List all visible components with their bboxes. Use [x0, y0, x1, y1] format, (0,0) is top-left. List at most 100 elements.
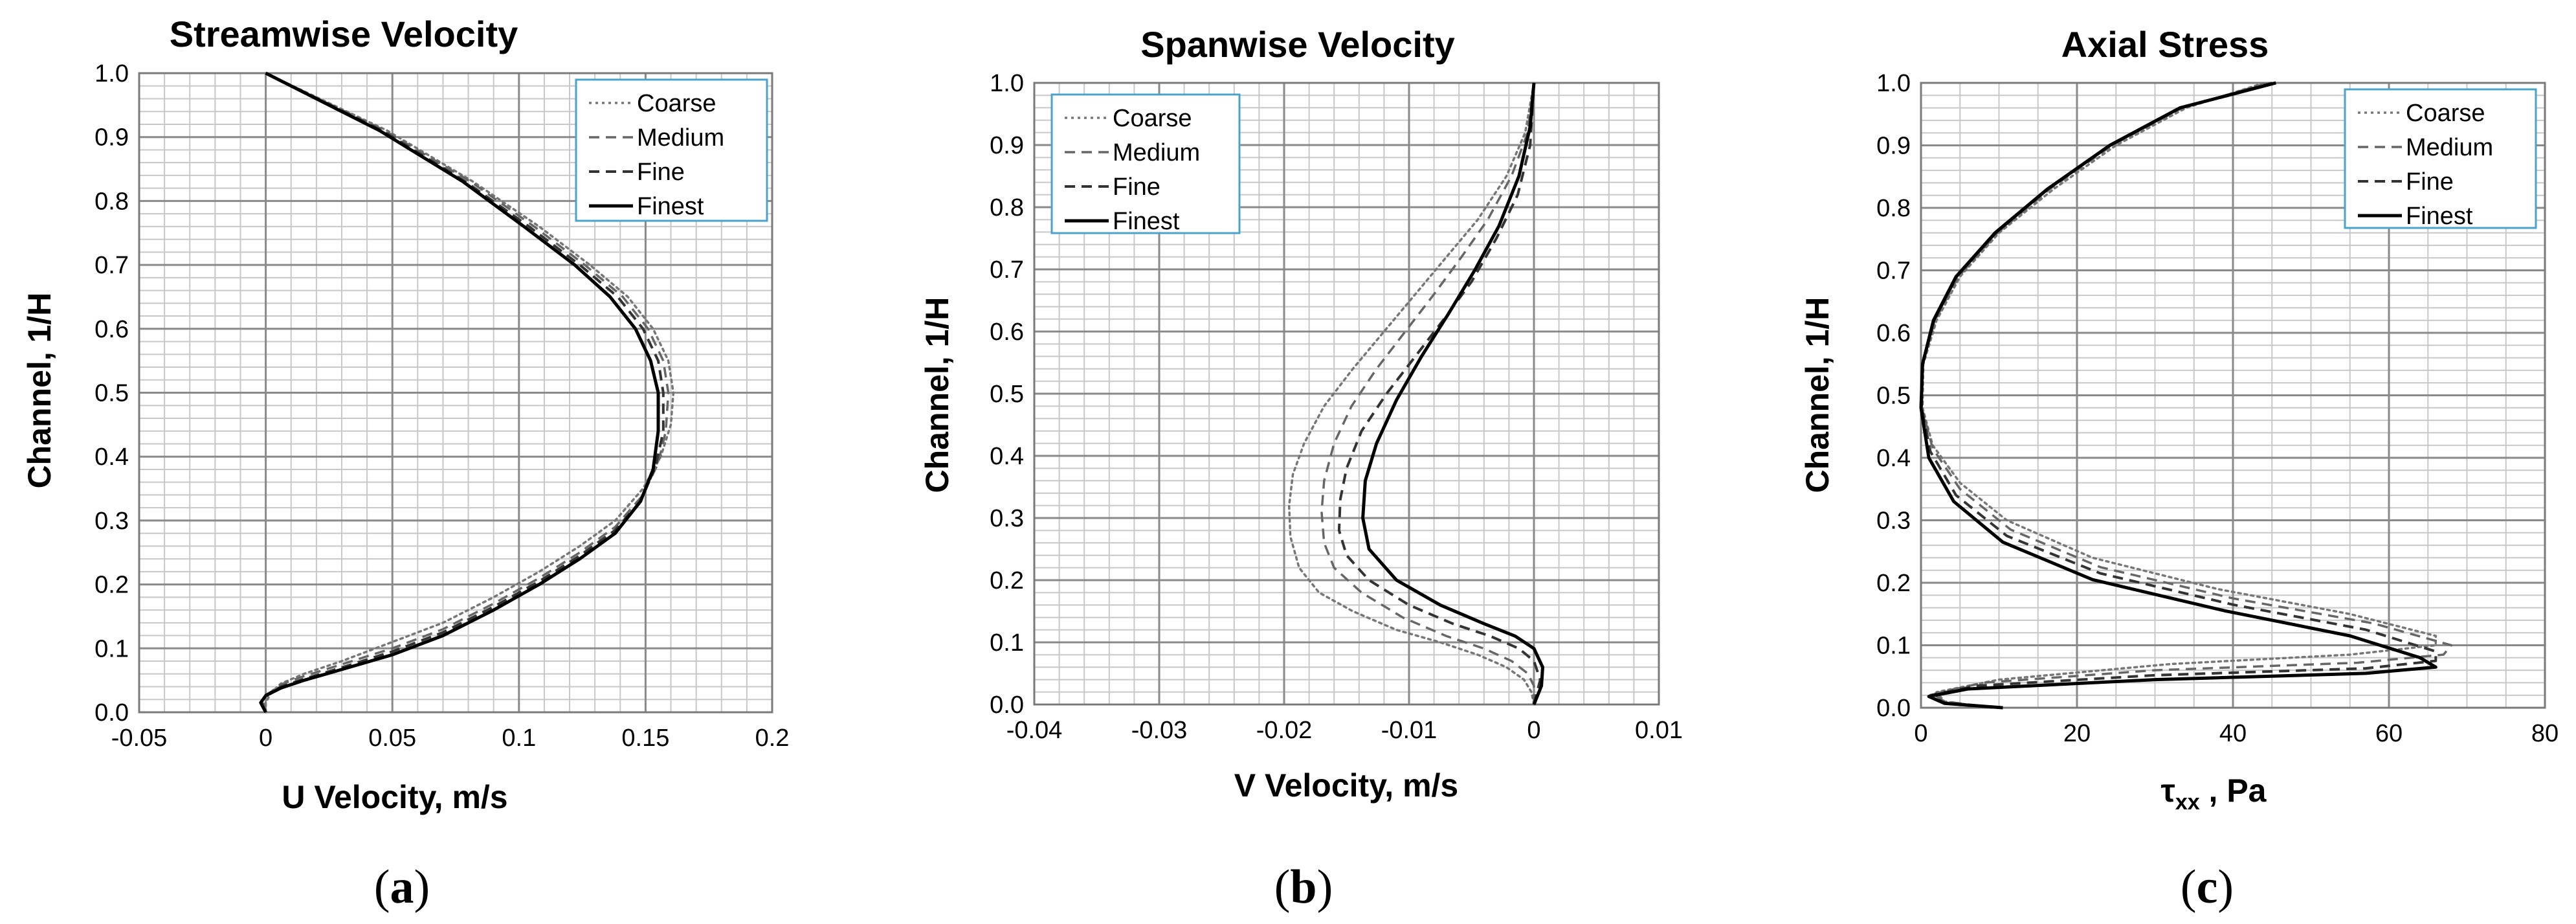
x-tick-label: 0 [1914, 720, 1927, 747]
series-line-finest [1919, 81, 2437, 710]
plot-frame [1033, 82, 1660, 706]
series-line-medium [1320, 82, 1535, 704]
y-tick-label: 0.4 [990, 443, 1024, 470]
x-axis-label-unit: , Pa [2200, 772, 2267, 809]
legend-label: Coarse [2406, 100, 2485, 127]
y-tick-label: 0.3 [990, 505, 1024, 532]
panel-paren: ) [1317, 861, 1333, 914]
chart-title: Axial Stress [2061, 24, 2269, 65]
y-tick-label: 0.7 [94, 252, 129, 279]
y-axis-label: Channel, 1/H [919, 297, 955, 493]
panel-paren: ( [374, 861, 390, 914]
series-line-finest [1361, 82, 1544, 705]
legend-label: Coarse [637, 90, 716, 117]
y-tick-label: 0.3 [1876, 508, 1911, 535]
series-lines [1287, 82, 1544, 706]
legend-label: Medium [637, 124, 724, 152]
legend-label: Medium [1113, 139, 1200, 166]
y-tick-label: 0.2 [1876, 570, 1911, 597]
y-tick-label: 0.0 [94, 699, 129, 727]
y-tick-label: 0.4 [1876, 445, 1911, 472]
x-tick-label: 40 [2219, 720, 2247, 747]
legend: Coarse Medium Fine Finest [575, 78, 768, 222]
panel-letter: c [2197, 861, 2218, 914]
y-tick-label: 0.8 [990, 194, 1024, 221]
legend-label: Fine [2406, 168, 2454, 196]
y-axis-label: Channel, 1/H [1799, 297, 1836, 493]
y-tick-label: 0.2 [94, 572, 129, 599]
x-tick-label: 80 [2531, 720, 2559, 747]
panel-letter: b [1290, 861, 1316, 914]
ticks: -0.05 0 0.05 0.1 0.15 0.2 0.0 0.1 0.2 0.3 0.4 0.5 0.… [94, 60, 789, 752]
y-tick-label: 0.9 [990, 132, 1024, 159]
y-tick-label: 0.9 [1876, 133, 1911, 160]
panel-label-a: (a) [374, 861, 430, 914]
y-tick-label: 0.2 [990, 567, 1024, 594]
x-tick-label: 60 [2375, 720, 2403, 747]
y-tick-label: 0.7 [1876, 258, 1911, 285]
y-tick-label: 1.0 [990, 70, 1024, 97]
x-tick-label: -0.02 [1256, 717, 1313, 744]
legend-box [1050, 93, 1241, 234]
y-axis-label: Channel, 1/H [21, 293, 58, 489]
chart-panel-b: Spanwise Velocity V Velocity, m/s Channe… [919, 24, 1683, 914]
y-tick-label: 0.0 [1876, 695, 1911, 722]
y-tick-label: 0.0 [990, 692, 1024, 719]
x-tick-label: -0.04 [1006, 717, 1063, 744]
series-line-coarse [1287, 82, 1535, 706]
x-axis-label: τxx , Pa [2161, 772, 2267, 815]
x-tick-label: 0.1 [502, 725, 536, 752]
x-tick-label: -0.03 [1131, 717, 1188, 744]
plot-frame [138, 72, 773, 714]
chart-panel-a: Streamwise Velocity U Velocity, m/s Chan… [21, 14, 789, 914]
x-tick-label: -0.05 [111, 725, 168, 752]
chart-title: Spanwise Velocity [1140, 24, 1455, 65]
chart-panel-c: Axial Stress τxx , Pa Channel, 1/H 0 20 40… [1799, 24, 2559, 914]
y-tick-label: 0.8 [94, 188, 129, 215]
x-axis-label-subscript: xx [2175, 790, 2200, 815]
legend-label: Coarse [1113, 105, 1192, 132]
series-line-finest [259, 71, 660, 714]
x-tick-label: 0 [1527, 717, 1540, 744]
chart-title: Streamwise Velocity [170, 14, 518, 54]
panel-paren: ( [1274, 861, 1291, 914]
x-tick-label: 0.2 [755, 725, 790, 752]
series-lines [1919, 81, 2453, 710]
panel-label-c: (c) [2181, 861, 2234, 914]
legend: Coarse Medium Fine Finest [2344, 88, 2537, 230]
series-lines [259, 71, 675, 714]
series-line-fine [1337, 82, 1542, 705]
y-tick-label: 1.0 [1876, 70, 1911, 97]
x-tick-label: 0.05 [368, 725, 416, 752]
ticks: 0 20 40 60 80 0.0 0.1 0.2 0.3 0.4 0.5 0.6 0.7 0.8 0.9 1… [1876, 70, 2559, 747]
y-tick-label: 0.6 [990, 319, 1024, 346]
legend-label: Medium [2406, 134, 2493, 161]
y-tick-label: 0.4 [94, 444, 129, 471]
x-tick-label: -0.01 [1381, 717, 1438, 744]
y-tick-label: 0.1 [990, 629, 1024, 657]
series-line-fine [1920, 82, 2437, 709]
y-tick-label: 0.3 [94, 508, 129, 535]
legend-label: Finest [637, 193, 704, 220]
y-tick-label: 0.8 [1876, 195, 1911, 222]
y-tick-label: 0.7 [990, 256, 1024, 284]
x-axis-label: U Velocity, m/s [282, 779, 507, 815]
ticks: -0.04 -0.03 -0.02 -0.01 0 0.01 0.0 0.1 0.2 0.3 0.4… [990, 70, 1683, 744]
gridlines [1920, 82, 2546, 709]
x-tick-label: 20 [2063, 720, 2091, 747]
series-line-coarse [1921, 82, 2437, 709]
y-tick-label: 0.5 [94, 380, 129, 407]
x-tick-label: 0.01 [1635, 717, 1683, 744]
y-tick-label: 0.1 [1876, 633, 1911, 660]
y-tick-label: 0.6 [94, 316, 129, 343]
y-tick-label: 0.9 [94, 124, 129, 152]
y-tick-label: 1.0 [94, 60, 129, 87]
legend-box [2344, 88, 2537, 229]
panel-label-b: (b) [1274, 861, 1333, 914]
y-tick-label: 0.1 [94, 635, 129, 662]
legend-box [575, 78, 768, 222]
x-axis-label: V Velocity, m/s [1234, 767, 1458, 804]
legend: Coarse Medium Fine Finest [1050, 93, 1241, 235]
y-tick-label: 0.5 [1876, 383, 1911, 410]
